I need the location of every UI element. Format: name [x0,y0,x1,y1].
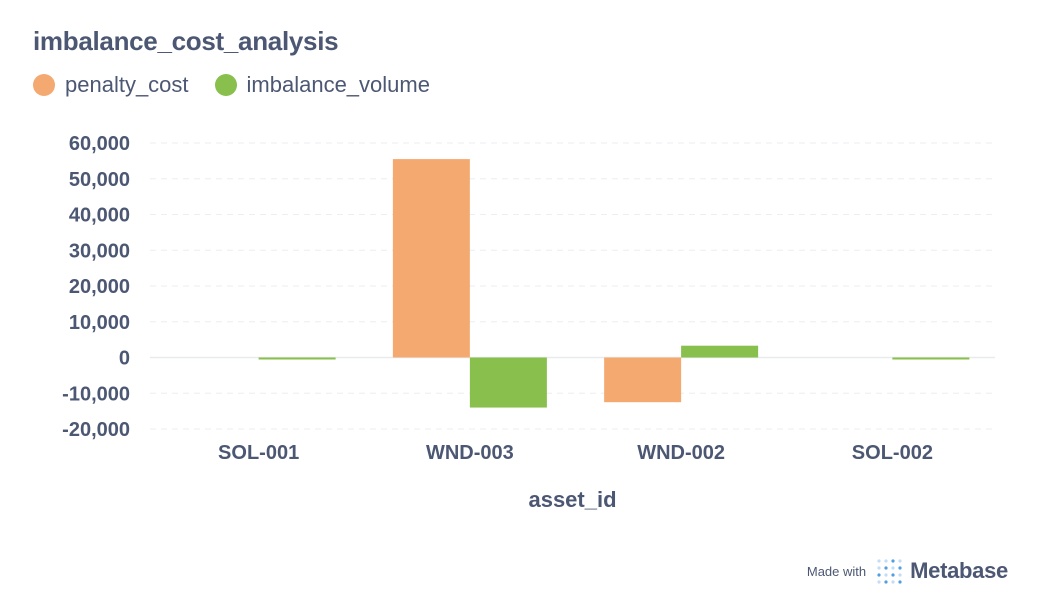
bar-imbalance-volume-sol-001 [258,357,336,360]
y-tick-label: -20,000 [62,419,130,441]
y-tick-label: -10,000 [62,383,130,405]
x-tick-label: SOL-001 [218,442,299,464]
made-with-label: Made with [806,563,867,579]
legend-dot-penalty-cost [33,74,55,96]
bar-penalty-cost-wnd-003 [392,159,470,358]
y-tick-label: 0 [119,348,130,370]
legend-item-imbalance-volume[interactable]: imbalance_volume [214,72,430,98]
y-tick-label: 40,000 [69,205,130,227]
legend-item-penalty-cost[interactable]: penalty_cost [33,72,189,98]
chart-legend: penalty_cost imbalance_volume [33,72,456,98]
legend-dot-imbalance-volume [214,74,237,96]
y-tick-label: 30,000 [69,240,130,262]
y-tick-label: 60,000 [69,133,130,155]
x-tick-label: WND-002 [637,442,725,464]
metabase-brand: Metabase [910,558,1008,583]
chart-title: imbalance_cost_analysis [33,26,339,56]
y-tick-label: 50,000 [69,169,130,191]
legend-label-penalty-cost: penalty_cost [65,72,189,97]
y-tick-label: 20,000 [69,276,130,298]
legend-label-imbalance-volume: imbalance_volume [246,72,430,97]
footer: Made with Metabase [807,558,1008,584]
bar-penalty-cost-wnd-002 [604,357,682,403]
bar-imbalance-volume-wnd-003 [469,357,547,408]
x-axis-title: asset_id [528,487,616,512]
x-tick-label: SOL-002 [852,442,933,464]
bar-imbalance-volume-sol-002 [892,357,970,360]
x-tick-label: WND-003 [426,442,514,464]
bar-imbalance-volume-wnd-002 [681,345,759,358]
y-tick-label: 10,000 [69,312,130,334]
metabase-logo-icon [877,559,902,584]
